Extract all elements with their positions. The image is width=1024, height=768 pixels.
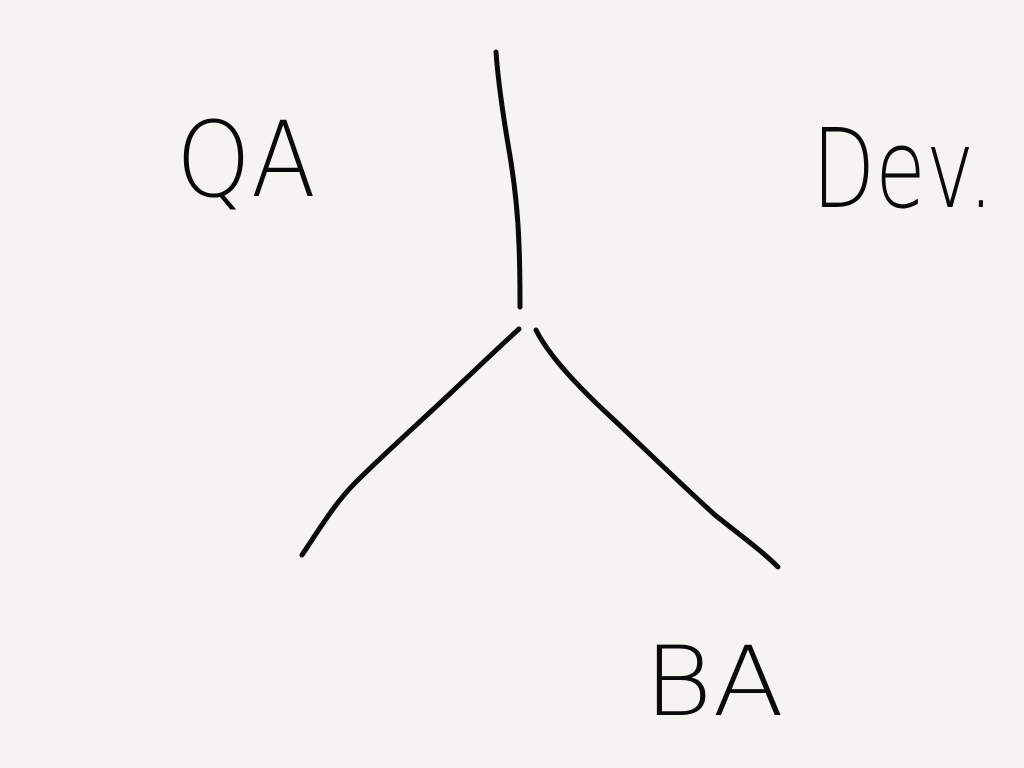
divider-stroke-left (299, 326, 522, 558)
label-dev: Dev. (812, 105, 994, 233)
label-qa: QA (176, 99, 316, 221)
label-ba: BA (644, 626, 784, 738)
divider-stroke-right (533, 327, 781, 570)
divider-stroke-top (493, 49, 523, 310)
